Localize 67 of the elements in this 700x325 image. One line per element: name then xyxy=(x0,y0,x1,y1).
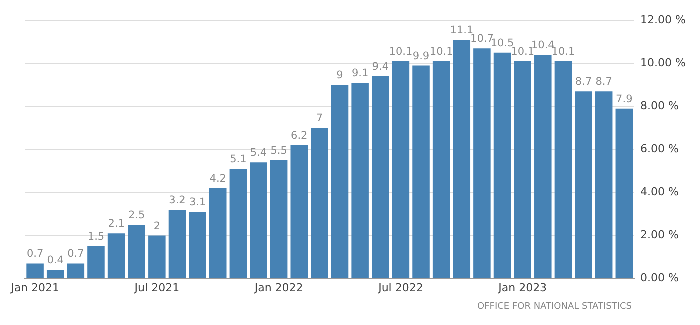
bar xyxy=(453,40,471,278)
data-label: 0.7 xyxy=(26,248,44,260)
bar xyxy=(67,264,85,278)
data-label: 5.4 xyxy=(250,147,268,160)
bar xyxy=(26,264,44,278)
bar xyxy=(311,128,328,278)
bar xyxy=(474,48,491,278)
y-tick-label: 10.00 % xyxy=(640,56,686,70)
bar xyxy=(575,92,592,278)
data-label: 9.4 xyxy=(372,61,390,74)
data-label: 6.2 xyxy=(291,130,308,142)
x-tick-label: Jul 2021 xyxy=(134,281,180,294)
bar xyxy=(352,83,369,278)
bar xyxy=(432,61,450,278)
data-label: 7 xyxy=(316,112,324,125)
data-label: 0.7 xyxy=(68,248,84,260)
bar xyxy=(290,145,308,278)
data-label: 9.1 xyxy=(352,67,369,80)
data-label: 10.1 xyxy=(430,46,454,58)
bar xyxy=(534,55,552,278)
bar xyxy=(270,160,288,278)
y-tick-label: 8.00 % xyxy=(640,100,680,113)
bar xyxy=(554,61,572,278)
data-label: 9.9 xyxy=(412,50,430,62)
bar xyxy=(616,108,634,278)
bar xyxy=(494,52,512,278)
data-label: 4.2 xyxy=(210,172,226,185)
y-tick-label: 4.00 % xyxy=(640,186,680,199)
bar xyxy=(88,246,105,278)
bar xyxy=(46,270,64,278)
data-label: 2 xyxy=(154,220,161,232)
bar xyxy=(209,188,227,278)
y-tick-label: 0.00 % xyxy=(640,272,680,285)
x-tick-label: Jan 2022 xyxy=(254,281,304,294)
bar xyxy=(148,236,166,278)
bar xyxy=(230,169,248,278)
data-label: 8.7 xyxy=(575,76,592,88)
bar xyxy=(108,234,126,278)
data-label: 2.5 xyxy=(128,209,146,222)
bar xyxy=(168,210,186,278)
data-label: 1.5 xyxy=(88,231,105,244)
bar xyxy=(514,61,532,278)
bar xyxy=(595,92,613,278)
data-label: 7.9 xyxy=(616,93,633,106)
data-label: 10.1 xyxy=(389,46,413,58)
data-label: 9 xyxy=(336,70,344,82)
data-label: 2.1 xyxy=(108,218,125,230)
bar xyxy=(392,61,410,278)
y-tick-label: 12.00 % xyxy=(640,13,686,26)
bar xyxy=(189,212,206,278)
bar xyxy=(331,85,349,278)
bar xyxy=(372,76,390,278)
data-label: 3.1 xyxy=(189,196,206,209)
data-label: 5.5 xyxy=(270,144,288,157)
data-label: 5.1 xyxy=(230,154,247,166)
x-tick-label: Jan 2023 xyxy=(498,281,548,294)
data-label: 3.2 xyxy=(169,194,186,206)
y-tick-label: 6.00 % xyxy=(640,142,680,156)
bar xyxy=(412,66,430,278)
x-tick-label: Jul 2022 xyxy=(378,281,424,294)
bar xyxy=(128,225,146,278)
x-tick-label: Jan 2021 xyxy=(10,281,60,294)
data-label: 8.7 xyxy=(596,76,612,88)
y-tick-label: 2.00 % xyxy=(640,228,680,242)
data-label: 0.4 xyxy=(47,254,64,267)
bar xyxy=(250,162,268,278)
text: OFFICE FOR NATIONAL STATISTICS xyxy=(476,302,633,312)
